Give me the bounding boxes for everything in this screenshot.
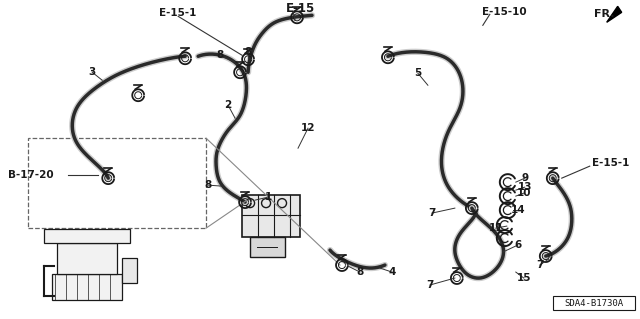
Text: 11: 11 <box>488 223 503 233</box>
Text: 7: 7 <box>428 208 436 218</box>
Polygon shape <box>607 6 621 22</box>
Text: 2: 2 <box>225 100 232 110</box>
Text: 6: 6 <box>514 240 522 250</box>
Bar <box>242 195 300 237</box>
Text: 13: 13 <box>518 182 532 192</box>
Bar <box>44 229 130 243</box>
Bar <box>58 243 117 274</box>
Text: 3: 3 <box>88 67 96 77</box>
Text: 14: 14 <box>511 205 525 215</box>
Bar <box>250 237 285 257</box>
Text: 12: 12 <box>301 123 316 133</box>
Text: E-15: E-15 <box>285 2 315 15</box>
Text: E-15-1: E-15-1 <box>159 8 197 18</box>
Text: 7: 7 <box>536 260 543 270</box>
Text: 8: 8 <box>244 47 252 57</box>
Text: 8: 8 <box>216 50 224 60</box>
Bar <box>553 296 635 310</box>
Text: 7: 7 <box>426 280 433 290</box>
Text: FR.: FR. <box>594 9 614 19</box>
Text: B-17-20: B-17-20 <box>8 170 54 180</box>
Text: 5: 5 <box>414 68 422 78</box>
Text: 4: 4 <box>388 267 396 277</box>
Text: 8: 8 <box>205 180 212 190</box>
Text: E-15-10: E-15-10 <box>483 7 527 17</box>
Text: 15: 15 <box>516 273 531 283</box>
Text: 1: 1 <box>264 192 272 202</box>
Bar <box>122 258 137 283</box>
Text: E-15-1: E-15-1 <box>592 158 629 168</box>
Text: 8: 8 <box>356 267 364 277</box>
Text: SDA4-B1730A: SDA4-B1730A <box>564 299 623 308</box>
Text: 9: 9 <box>521 173 529 183</box>
Text: 10: 10 <box>516 188 531 198</box>
Bar <box>52 274 122 300</box>
